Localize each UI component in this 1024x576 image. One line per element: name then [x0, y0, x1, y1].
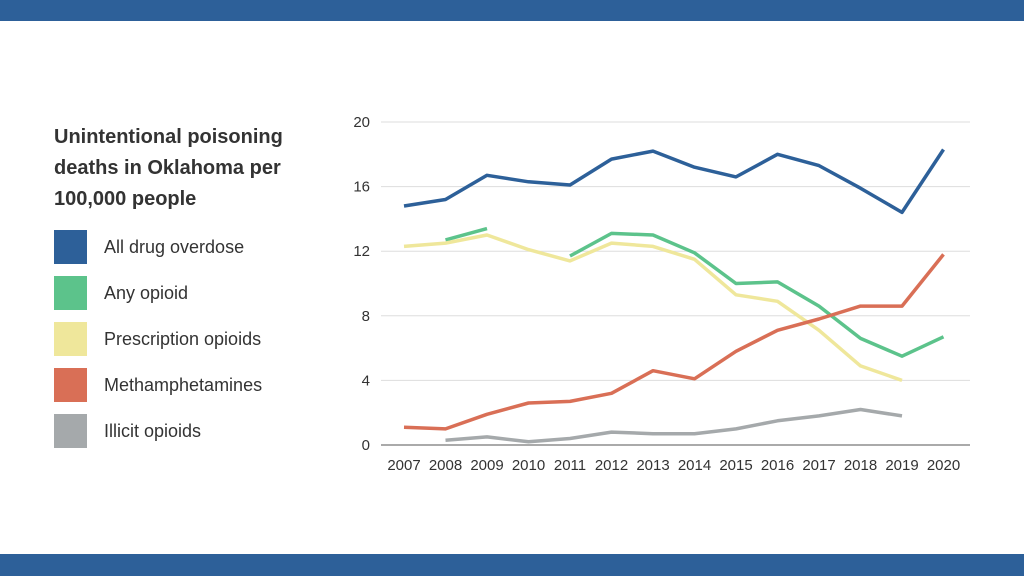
x-tick-label: 2015 [719, 457, 752, 474]
top-banner [0, 0, 1024, 21]
x-tick-label: 2010 [512, 457, 545, 474]
x-tick-label: 2012 [595, 457, 628, 474]
series-line-prescription-opioids [403, 233, 903, 383]
series-line-all-drug-overdose [403, 148, 945, 215]
series-line-illicit-opioids [445, 407, 903, 444]
bottom-banner [0, 554, 1024, 576]
series-line-methamphetamines [403, 253, 945, 431]
legend-label: Methamphetamines [104, 375, 263, 395]
x-tick-label: 2016 [761, 457, 794, 474]
y-tick-label: 0 [362, 437, 370, 454]
series-line-any-opioid [445, 226, 488, 242]
y-tick-label: 12 [353, 243, 370, 260]
x-tick-label: 2014 [678, 457, 711, 474]
x-tick-label: 2013 [636, 457, 669, 474]
y-tick-label: 20 [353, 114, 370, 131]
legend-swatch [54, 368, 87, 402]
legend-swatch [54, 322, 87, 356]
x-tick-label: 2020 [927, 457, 960, 474]
x-tick-label: 2011 [554, 457, 586, 474]
y-tick-label: 8 [362, 308, 370, 325]
legend-label: Illicit opioids [104, 421, 202, 441]
x-tick-label: 2018 [844, 457, 877, 474]
x-tick-label: 2019 [885, 457, 918, 474]
y-tick-label: 4 [362, 372, 370, 389]
y-tick-label: 16 [353, 179, 370, 196]
legend-label: Any opioid [104, 283, 189, 303]
x-tick-label: 2017 [802, 457, 835, 474]
legend-label: All drug overdose [104, 237, 245, 257]
x-tick-label: 2009 [470, 457, 503, 474]
legend-swatch [54, 230, 87, 264]
series-line-any-opioid [569, 231, 945, 358]
legend-label: Prescription opioids [104, 329, 262, 349]
chart-title: Unintentional poisoning deaths in Oklaho… [54, 126, 283, 210]
x-tick-label: 2007 [387, 457, 420, 474]
x-tick-label: 2008 [429, 457, 462, 474]
legend-swatch [54, 414, 87, 448]
legend-swatch [54, 276, 87, 310]
